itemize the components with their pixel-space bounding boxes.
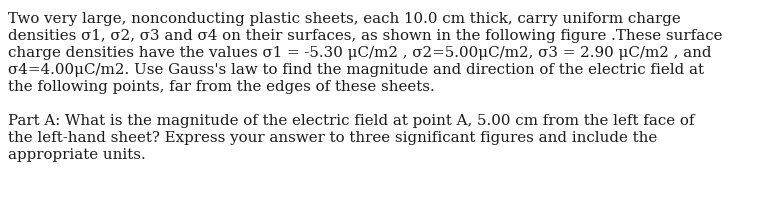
Text: the left-hand sheet? Express your answer to three significant figures and includ: the left-hand sheet? Express your answer… <box>8 131 657 145</box>
Text: densities σ1, σ2, σ3 and σ4 on their surfaces, as shown in the following figure : densities σ1, σ2, σ3 and σ4 on their sur… <box>8 29 723 43</box>
Text: appropriate units.: appropriate units. <box>8 148 146 162</box>
Text: the following points, far from the edges of these sheets.: the following points, far from the edges… <box>8 80 435 94</box>
Text: Part A: What is the magnitude of the electric field at point A, 5.00 cm from the: Part A: What is the magnitude of the ele… <box>8 114 694 128</box>
Text: charge densities have the values σ1 = -5.30 μC/m2 , σ2=5.00μC/m2, σ3 = 2.90 μC/m: charge densities have the values σ1 = -5… <box>8 46 712 60</box>
Text: σ4=4.00μC/m2. Use Gauss's law to find the magnitude and direction of the electri: σ4=4.00μC/m2. Use Gauss's law to find th… <box>8 63 704 77</box>
Text: Two very large, nonconducting plastic sheets, each 10.0 cm thick, carry uniform : Two very large, nonconducting plastic sh… <box>8 12 681 26</box>
